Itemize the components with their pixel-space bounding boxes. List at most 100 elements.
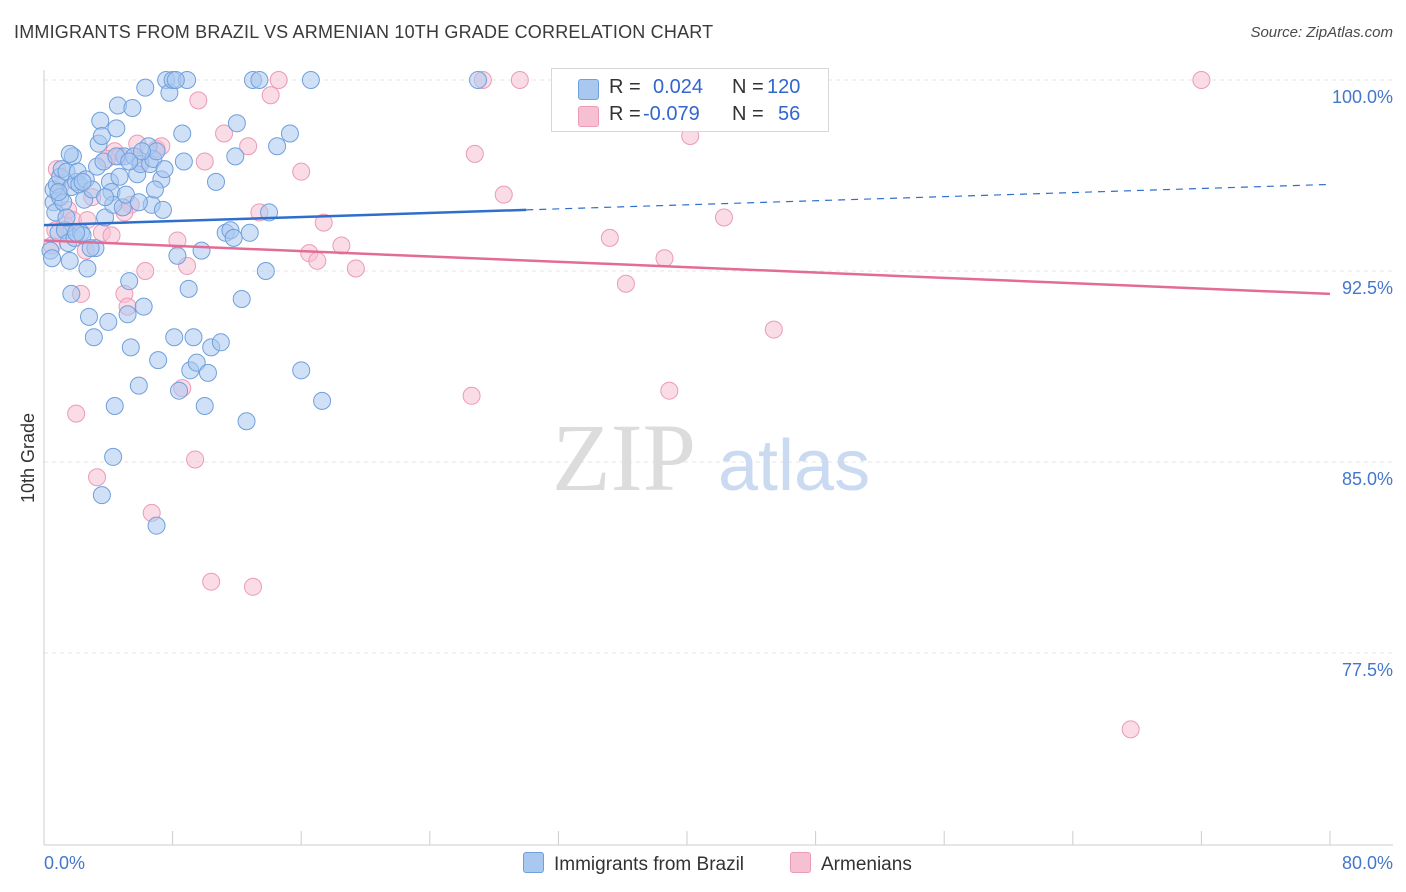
brazil-point — [250, 71, 269, 89]
armenian-point — [261, 86, 280, 105]
armenian-point — [88, 468, 107, 487]
brazil-point — [195, 396, 214, 415]
armenian-point — [764, 320, 783, 339]
brazil-point — [129, 376, 148, 395]
armenian-point — [189, 91, 208, 110]
armenian-point — [616, 274, 635, 293]
brazil-point — [134, 297, 153, 316]
brazil-point — [67, 223, 86, 242]
y-tick-label: 100.0% — [1332, 87, 1393, 107]
legend-n-value: 120 — [767, 76, 801, 98]
brazil-point — [129, 193, 148, 212]
brazil-point — [96, 188, 115, 207]
armenian-point — [1121, 720, 1140, 739]
brazil-point — [256, 262, 275, 280]
brazil-point — [105, 396, 124, 415]
y-tick-label: 77.5% — [1342, 660, 1393, 680]
armenian-point — [462, 386, 481, 405]
legend-item-brazil[interactable]: Immigrants from Brazil — [523, 852, 744, 876]
brazil-point — [147, 516, 166, 535]
brazil-point — [313, 391, 332, 410]
brazil-point — [80, 307, 99, 326]
armenian-point — [239, 137, 258, 156]
brazil-point — [57, 208, 76, 227]
chart-title: IMMIGRANTS FROM BRAZIL VS ARMENIAN 10TH … — [14, 22, 714, 42]
legend-r-label: R = — [609, 103, 641, 125]
brazil-point — [166, 71, 185, 89]
watermark-atlas: atlas — [718, 426, 870, 506]
brazil-point — [174, 152, 193, 171]
armenian-point — [465, 144, 484, 163]
legend-row-armenian: R = -0.079 N = 56 — [552, 101, 828, 129]
brazil-trend-line — [43, 208, 527, 227]
brazil-point — [207, 172, 226, 191]
source-label: Source: ZipAtlas.com — [1250, 24, 1393, 41]
brazil-point — [81, 239, 100, 258]
armenian-trend-line — [43, 239, 1331, 296]
brazil-point — [280, 124, 299, 143]
brazil-point — [120, 272, 139, 291]
brazil-point — [165, 328, 184, 347]
watermark: ZIP atlas — [552, 404, 870, 511]
brazil-point — [62, 284, 81, 303]
legend-n-label: N = — [732, 76, 764, 98]
armenian-point — [292, 162, 311, 181]
brazil-point — [179, 279, 198, 298]
armenian-point — [186, 450, 205, 469]
legend-n-value: 56 — [778, 103, 801, 125]
brazil-point — [145, 180, 164, 199]
brazil-point — [469, 71, 488, 89]
brazil-point — [198, 363, 217, 382]
brazil-point — [107, 119, 126, 138]
brazil-point — [227, 114, 246, 133]
brazil-trend-projection — [526, 183, 1331, 211]
armenian-point — [714, 208, 733, 227]
armenian-point — [195, 152, 214, 171]
legend-r-value: 0.024 — [653, 76, 704, 98]
brazil-point — [237, 412, 256, 431]
armenian-point — [660, 381, 679, 400]
brazil-point — [292, 361, 311, 380]
brazil-point — [211, 333, 230, 352]
x-tick-label: 0.0% — [44, 853, 85, 873]
brazil-point — [110, 167, 129, 186]
brazil-point — [91, 111, 110, 130]
brazil-swatch-icon — [578, 79, 599, 100]
armenian-point — [202, 572, 221, 591]
brazil-point — [184, 328, 203, 347]
brazil-point — [133, 142, 152, 161]
armenian-swatch-icon — [578, 106, 599, 127]
legend-r-value: -0.079 — [643, 103, 700, 125]
legend-r-label: R = — [609, 76, 641, 98]
armenian-swatch-icon — [790, 852, 811, 873]
watermark-zip: ZIP — [552, 404, 696, 511]
legend-item-armenians[interactable]: Armenians — [790, 852, 912, 876]
y-tick-label: 85.0% — [1342, 469, 1393, 489]
brazil-point — [232, 290, 251, 309]
brazil-point — [104, 447, 123, 466]
axes — [43, 70, 1393, 846]
brazil-point — [240, 223, 259, 242]
armenian-point — [510, 71, 529, 89]
legend-label: Immigrants from Brazil — [554, 854, 745, 875]
armenian-point — [600, 228, 619, 247]
brazil-point — [121, 338, 140, 357]
armenian-point — [67, 404, 86, 423]
brazil-point — [149, 351, 168, 370]
legend-n-label: N = — [732, 103, 764, 125]
armenian-point — [269, 71, 288, 89]
brazil-point — [60, 251, 79, 270]
brazil-point — [78, 259, 97, 278]
armenian-point — [215, 124, 234, 143]
armenian-point — [314, 213, 333, 232]
armenian-point — [136, 262, 155, 280]
brazil-point — [73, 172, 92, 191]
brazil-point — [99, 312, 118, 331]
armenian-point — [243, 577, 262, 596]
brazil-point — [136, 78, 155, 97]
brazil-points — [41, 71, 488, 535]
brazil-point — [92, 486, 111, 505]
y-axis-label: 10th Grade — [18, 413, 38, 503]
gridlines — [44, 79, 1393, 654]
brazil-point — [49, 183, 68, 202]
